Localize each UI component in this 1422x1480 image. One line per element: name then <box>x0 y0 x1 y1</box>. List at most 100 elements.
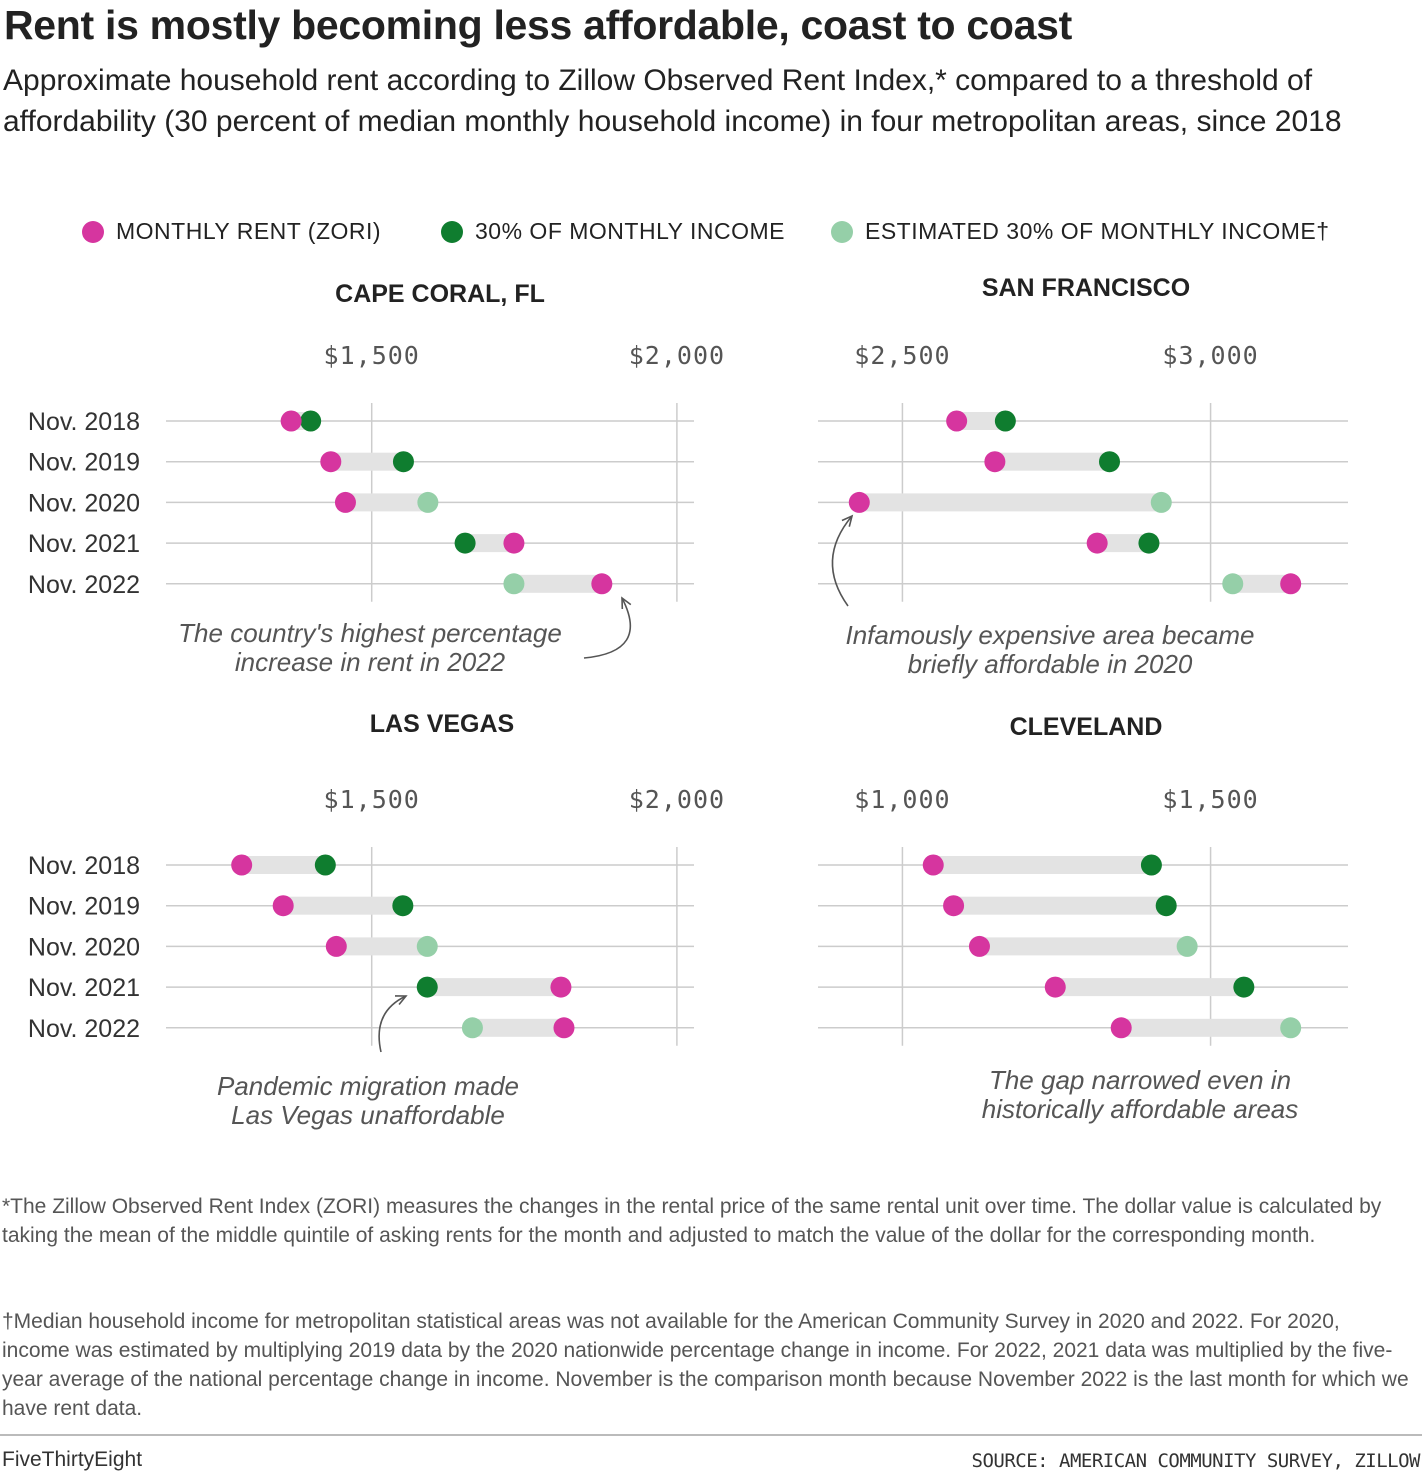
rent-point <box>848 491 870 513</box>
annotation-text: Pandemic migration made <box>217 1071 519 1101</box>
legend-item-estimated: ESTIMATED 30% OF MONTHLY INCOME† <box>831 218 1330 245</box>
panel-title: CLEVELAND <box>1010 713 1163 741</box>
estimated-income-point <box>461 1017 483 1039</box>
gap-bar <box>472 1018 564 1037</box>
annotation-text: The country's highest percentage <box>178 618 562 648</box>
rent-point <box>946 410 968 432</box>
gap-bar <box>1055 978 1244 997</box>
legend: MONTHLY RENT (ZORI) 30% OF MONTHLY INCOM… <box>0 212 1422 252</box>
rent-point <box>984 451 1006 473</box>
rent-point <box>320 451 342 473</box>
x-tick-label: $1,500 <box>324 341 420 370</box>
legend-label-income: 30% OF MONTHLY INCOME <box>475 218 785 244</box>
income-point <box>1233 976 1255 998</box>
panel-title: CAPE CORAL, FL <box>335 280 545 308</box>
x-tick-label: $1,000 <box>854 785 950 814</box>
annotation-text: Infamously expensive area became <box>845 620 1254 650</box>
gap-bar <box>283 896 403 915</box>
rent-point <box>231 854 253 876</box>
rent-point <box>503 532 525 554</box>
estimated-income-point <box>1280 1017 1302 1039</box>
row-label: Nov. 2018 <box>28 408 140 436</box>
rent-point <box>591 573 613 595</box>
income-point <box>392 451 414 473</box>
row-label: Nov. 2022 <box>28 1015 140 1043</box>
income-point <box>1155 895 1177 917</box>
rent-point <box>922 854 944 876</box>
page-title: Rent is mostly becoming less affordable,… <box>4 2 1072 48</box>
rent-point <box>272 895 294 917</box>
estimated-income-point <box>1150 491 1172 513</box>
gap-bar <box>345 493 428 512</box>
rent-point <box>968 935 990 957</box>
gap-bar <box>933 856 1152 874</box>
annotation-text: briefly affordable in 2020 <box>908 649 1193 679</box>
annotation-arrow <box>378 995 407 1053</box>
row-label: Nov. 2019 <box>28 893 140 921</box>
legend-dot-estimated <box>831 220 853 243</box>
brand-logo: FiveThirtyEight <box>2 1448 143 1471</box>
rent-point <box>943 895 965 917</box>
legend-label-rent: MONTHLY RENT (ZORI) <box>116 218 382 244</box>
row-label: Nov. 2022 <box>28 571 140 599</box>
income-point <box>416 976 438 998</box>
estimated-income-point <box>1176 935 1198 957</box>
gap-bar <box>953 896 1167 915</box>
x-tick-label: $2,000 <box>629 341 725 370</box>
legend-label-estimated: ESTIMATED 30% OF MONTHLY INCOME† <box>865 218 1330 244</box>
gap-bar <box>427 978 561 997</box>
x-tick-label: $2,500 <box>854 341 950 370</box>
row-label: Nov. 2019 <box>28 449 140 477</box>
annotation-arrow <box>831 515 853 607</box>
annotation-text: historically affordable areas <box>982 1094 1299 1124</box>
legend-dot-rent <box>82 220 104 243</box>
annotation-arrowhead <box>621 596 632 610</box>
x-tick-label: $1,500 <box>1162 785 1258 814</box>
gap-bar <box>956 412 1006 430</box>
rent-point <box>1044 976 1066 998</box>
legend-dot-income <box>441 220 463 243</box>
income-point <box>454 532 476 554</box>
estimated-income-point <box>503 573 525 595</box>
gap-bar <box>241 856 326 874</box>
row-label: Nov. 2020 <box>28 933 140 961</box>
gap-bar <box>1232 574 1291 593</box>
income-point <box>1138 532 1160 554</box>
gap-bar <box>330 452 404 471</box>
annotation-arrowhead <box>841 514 854 527</box>
income-point <box>392 895 414 917</box>
x-tick-label: $1,500 <box>324 785 420 814</box>
gap-bar <box>336 937 428 956</box>
annotation-arrowhead <box>394 995 408 1006</box>
income-point <box>994 410 1016 432</box>
rent-point <box>553 1017 575 1039</box>
gap-bar <box>1121 1018 1291 1037</box>
panel-title: SAN FRANCISCO <box>982 274 1190 302</box>
estimated-income-point <box>416 935 438 957</box>
x-tick-label: $3,000 <box>1162 341 1258 370</box>
gap-bar <box>994 452 1110 471</box>
gap-bar <box>465 534 514 553</box>
gap-bar <box>1097 534 1149 553</box>
dumbbell-charts: CAPE CORAL, FL $1,500 $2,000 Nov. 2018 Nov. … <box>28 274 1348 1130</box>
gap-bar <box>859 493 1162 512</box>
gap-bar <box>979 937 1188 956</box>
legend-item-income: 30% OF MONTHLY INCOME <box>441 218 785 245</box>
income-point <box>300 410 322 432</box>
rent-point <box>280 410 302 432</box>
footnote-income: †Median household income for metropolita… <box>2 1310 1409 1420</box>
income-point <box>1099 451 1120 473</box>
annotation-text: increase in rent in 2022 <box>235 647 506 677</box>
legend-item-rent: MONTHLY RENT (ZORI) <box>82 218 381 245</box>
income-point <box>314 854 336 876</box>
rent-point <box>550 976 572 998</box>
row-label: Nov. 2021 <box>28 530 140 558</box>
income-point <box>1140 854 1162 876</box>
row-label: Nov. 2020 <box>28 489 140 517</box>
estimated-income-point <box>417 491 439 513</box>
rent-point <box>1086 532 1108 554</box>
source-line: SOURCE: AMERICAN COMMUNITY SURVEY, ZILLO… <box>971 1450 1421 1472</box>
annotation-text: The gap narrowed even in <box>989 1065 1291 1095</box>
footer-rule <box>0 1434 1422 1436</box>
